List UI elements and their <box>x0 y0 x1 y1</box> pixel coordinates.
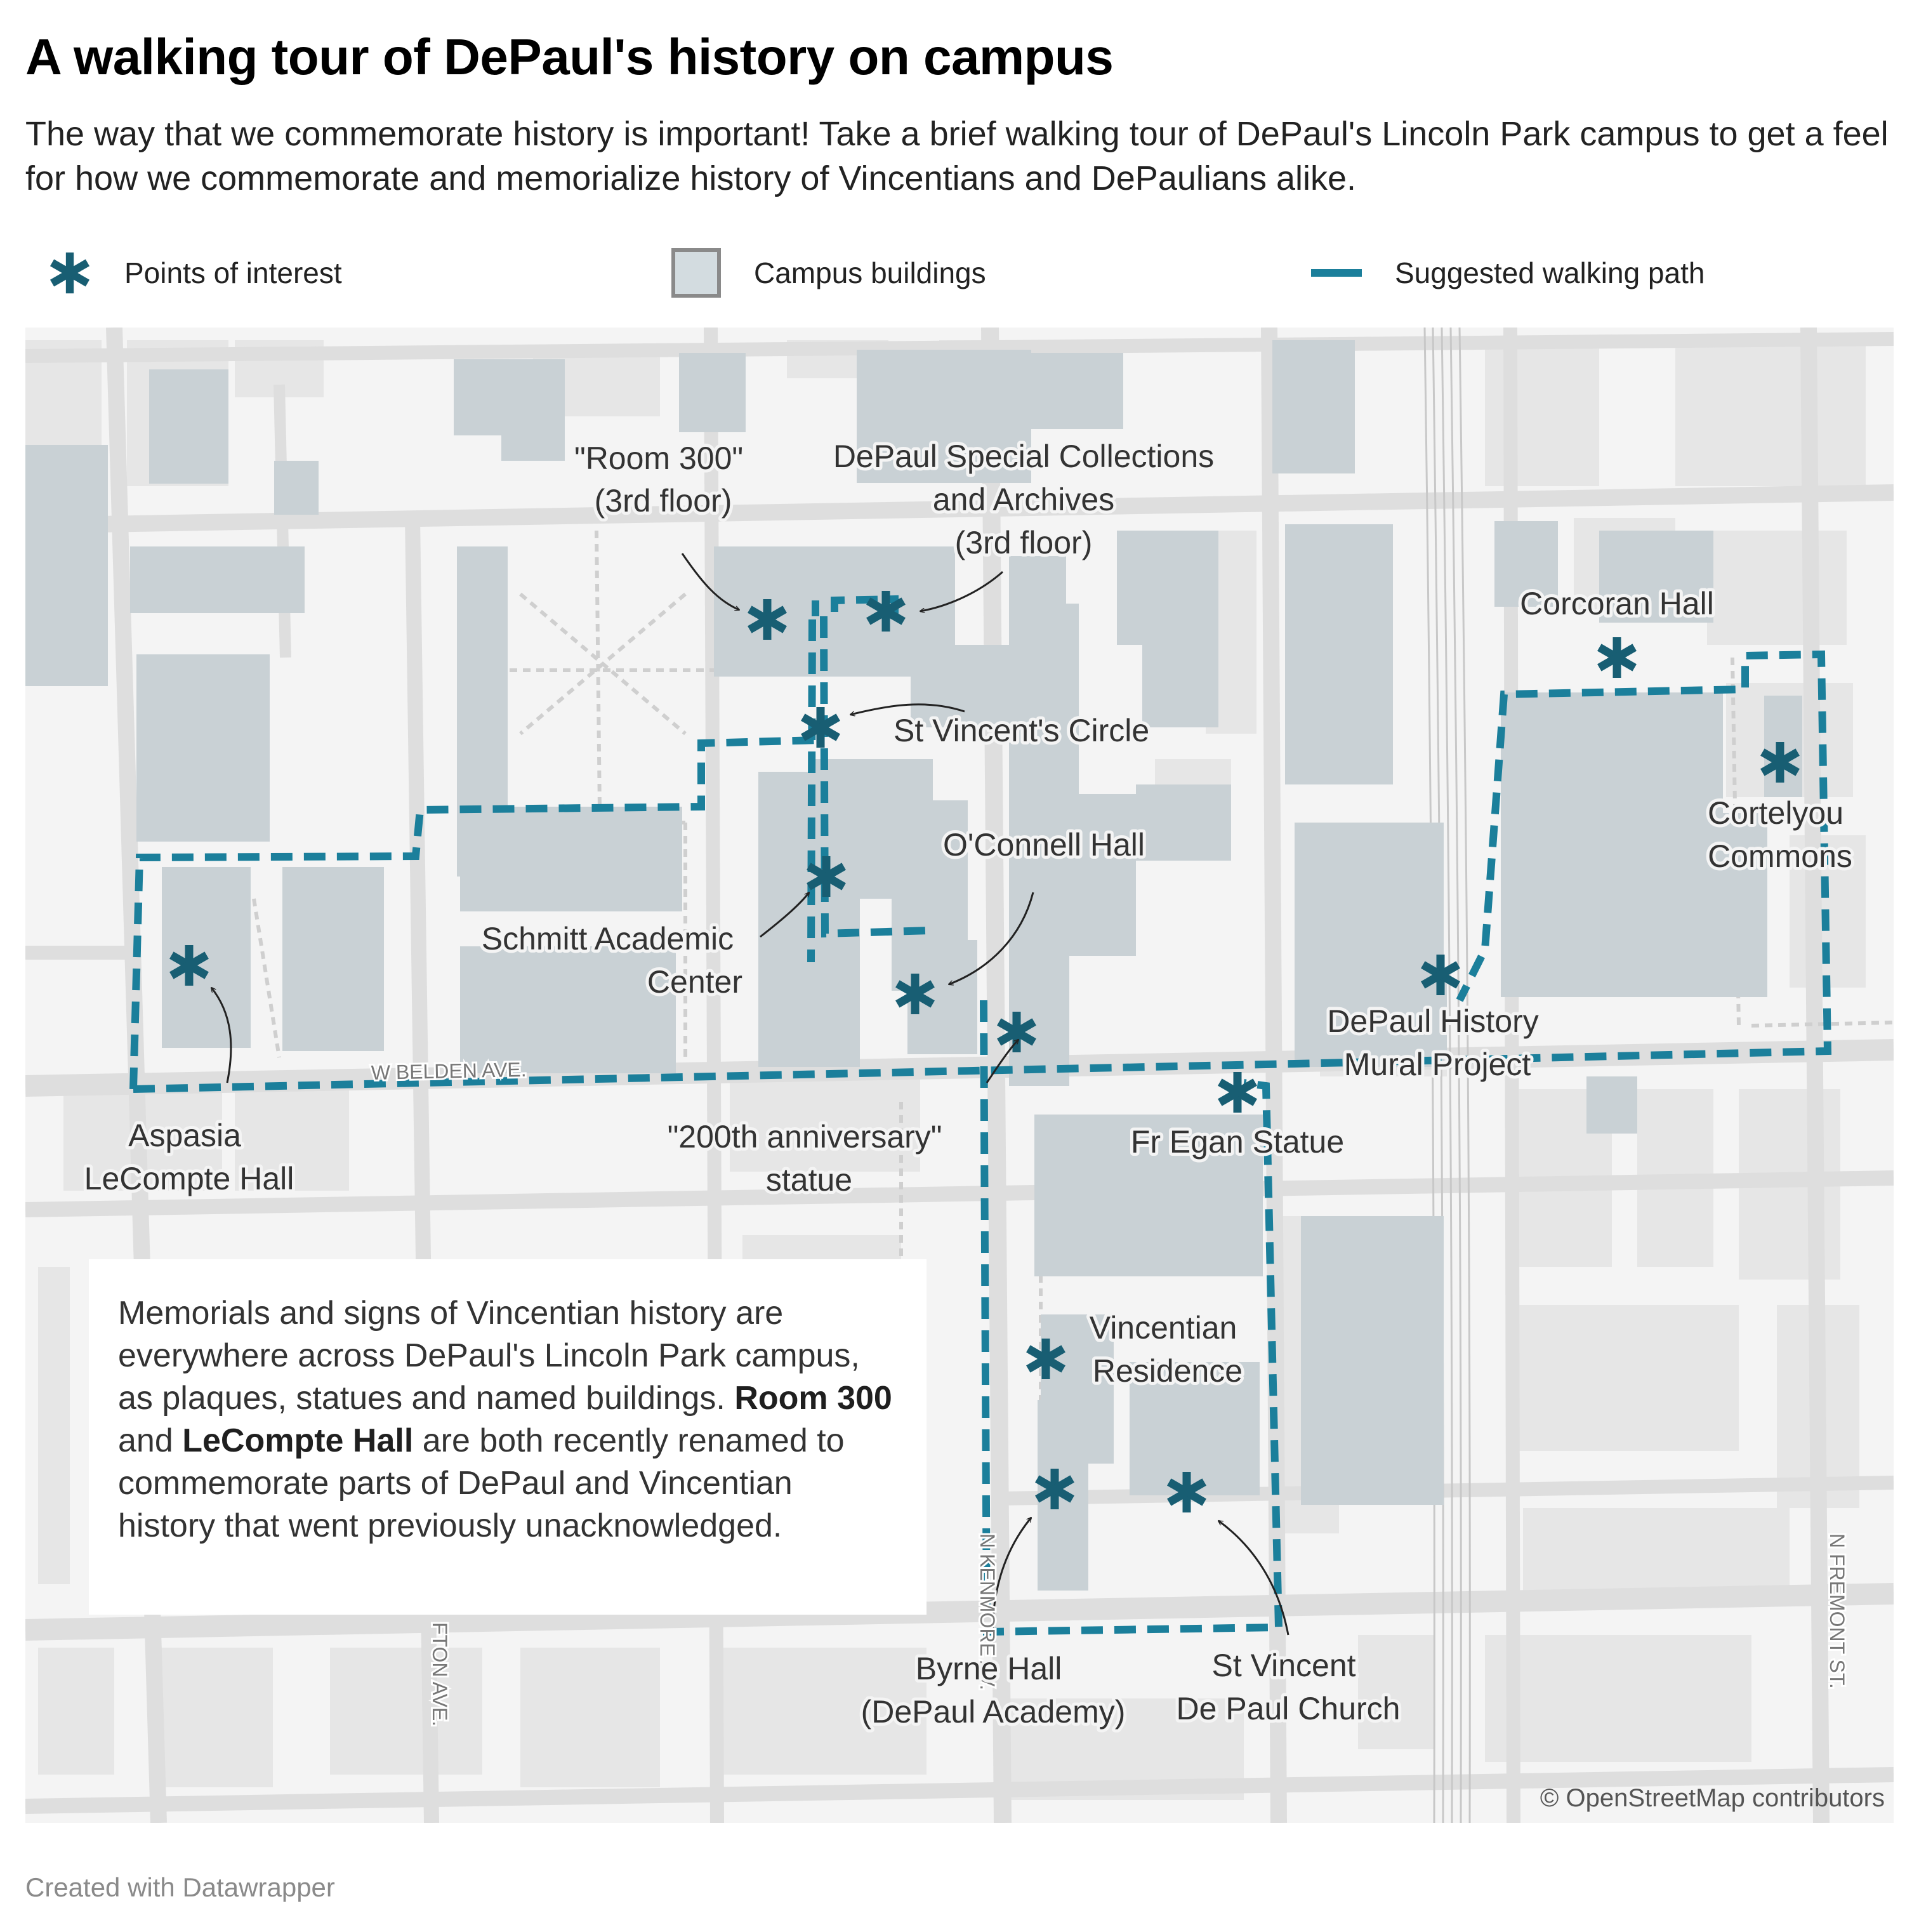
note-text-2: and <box>118 1422 183 1459</box>
note-bold-lecompte-hall: LeCompte Hall <box>182 1422 414 1459</box>
street-label-belden: W BELDEN AVE. <box>371 1058 527 1084</box>
poi-corcoran-hall[interactable] <box>1599 637 1634 678</box>
legend-points-of-interest: Points of interest <box>46 241 342 305</box>
label-corcoran-hall: Corcoran Hall <box>1520 586 1714 621</box>
label-200th-anniversary-statue: "200th anniversary" statue <box>668 1119 951 1198</box>
page-title: A walking tour of DePaul's history on ca… <box>25 29 1114 85</box>
campus-map[interactable]: W BELDEN AVE. N KENMORE AV. FTON AVE. N … <box>25 328 1894 1823</box>
legend-buildings-label: Campus buildings <box>754 256 986 289</box>
label-special-collections-line-2: and Archives <box>933 482 1114 517</box>
label-mural-project: DePaul History Mural Project <box>1327 1003 1547 1082</box>
label-st-vincent-church: St Vincent De Paul Church <box>1177 1648 1401 1726</box>
label-vincentian-residence: Vincentian Residence <box>1090 1310 1246 1389</box>
legend: Points of interest Campus buildings Sugg… <box>0 241 1919 305</box>
legend-path-label: Suggested walking path <box>1395 256 1705 289</box>
label-special-collections: DePaul Special Collections <box>833 439 1214 474</box>
label-lecompte-hall: Aspasia LeCompte Hall <box>84 1118 294 1196</box>
legend-walking-path: Suggested walking path <box>1311 241 1705 305</box>
campus-buildings <box>25 340 1802 1591</box>
note-text-3: are both recently renamed to commemorate… <box>118 1422 845 1544</box>
legend-points-label: Points of interest <box>124 256 342 289</box>
label-cortelyou-commons: Cortelyou Commons <box>1708 795 1852 874</box>
note-text-1: Memorials and signs of Vincentian histor… <box>118 1295 860 1417</box>
street-label-kenmore: N KENMORE AV. <box>976 1533 999 1690</box>
label-fr-egan-statue: Fr Egan Statue <box>1131 1124 1344 1160</box>
page-description: The way that we commemorate history is i… <box>25 115 1889 197</box>
building-swatch-icon <box>671 248 721 298</box>
asterisk-marker-icon <box>49 252 90 294</box>
legend-campus-buildings: Campus buildings <box>671 241 986 305</box>
path-line-icon <box>1311 269 1362 277</box>
road-network <box>25 328 1894 1823</box>
label-special-collections-line-3: (3rd floor) <box>955 525 1093 560</box>
footer-credit[interactable]: Created with Datawrapper <box>25 1872 335 1902</box>
map-attribution: © OpenStreetMap contributors <box>1540 1784 1885 1812</box>
label-st-vincents-circle: St Vincent's Circle <box>894 713 1149 748</box>
label-room-300: "Room 300" (3rd floor) <box>574 440 752 519</box>
map-canvas: W BELDEN AVE. N KENMORE AV. FTON AVE. N … <box>25 328 1894 1823</box>
note-bold-room-300: Room 300 <box>734 1380 892 1417</box>
street-label-fremont: N FREMONT ST. <box>1826 1533 1849 1689</box>
label-byrne-hall: Byrne Hall (DePaul Academy) <box>861 1651 1126 1730</box>
label-oconnell-hall: O'Connell Hall <box>943 827 1145 863</box>
leader-arrows <box>211 553 1289 1648</box>
street-label-clifton: FTON AVE. <box>428 1622 451 1726</box>
poi-fr-egan-statue[interactable] <box>1220 1072 1255 1113</box>
info-note: Memorials and signs of Vincentian histor… <box>89 1259 927 1615</box>
label-schmitt-academic-center: Schmitt Academic Center <box>482 921 742 1000</box>
